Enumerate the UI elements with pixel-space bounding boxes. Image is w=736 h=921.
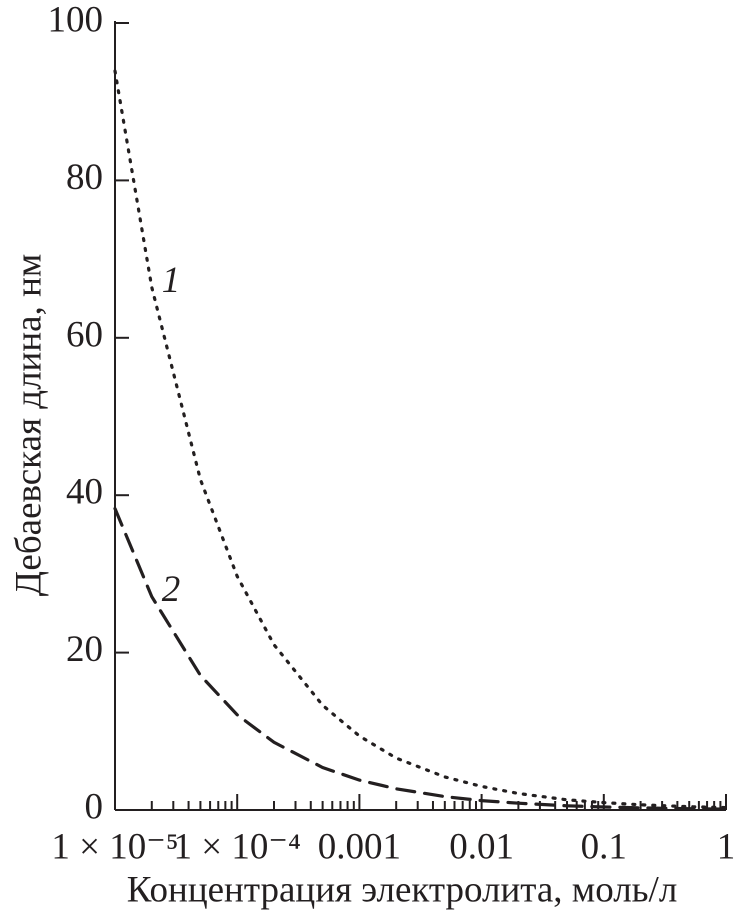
y-tick-label: 60 — [66, 314, 103, 355]
y-tick-label: 40 — [66, 472, 103, 513]
y-tick-label: 80 — [66, 157, 103, 198]
x-axis-label: Концентрация электролита, моль/л — [127, 869, 678, 910]
curve-label: 2 — [162, 569, 181, 610]
x-tick-label: 0.1 — [581, 826, 627, 867]
series-line — [113, 69, 728, 810]
y-tick-label: 0 — [85, 786, 104, 827]
y-tick-label: 20 — [66, 629, 103, 670]
x-tick-label: 0.001 — [318, 826, 401, 867]
x-tick-label: 1 × 10⁻⁴ — [174, 826, 301, 867]
y-tick-label: 100 — [48, 0, 104, 40]
x-tick-label: 1 — [717, 826, 736, 867]
x-tick-label: 0.01 — [449, 826, 514, 867]
curve-label: 1 — [162, 260, 181, 301]
series-line — [113, 507, 728, 811]
y-axis-label: Дебаевская длина, нм — [8, 254, 49, 597]
x-tick-label: 1 × 10⁻⁵ — [51, 826, 178, 867]
